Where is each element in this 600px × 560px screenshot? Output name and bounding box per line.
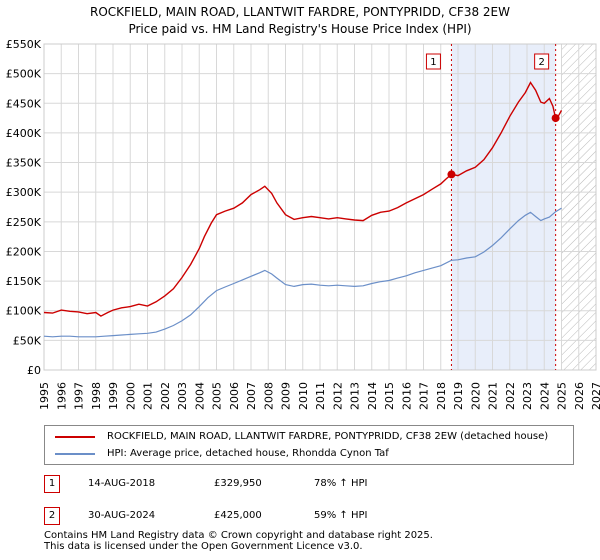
x-tick-label: 2020 [469, 382, 482, 410]
x-tick-label: 2024 [538, 382, 551, 410]
x-tick-label: 2000 [124, 382, 137, 410]
annotation-price: £329,950 [214, 478, 262, 489]
x-tick-label: 1999 [107, 382, 120, 410]
annotation-hpi: 78% ↑ HPI [314, 478, 368, 489]
annotation-hpi: 59% ↑ HPI [314, 510, 368, 521]
x-tick-label: 2006 [228, 382, 241, 410]
x-tick-label: 1998 [90, 382, 103, 410]
x-tick-label: 2022 [504, 382, 517, 410]
hpi-line [43, 207, 562, 338]
x-tick-label: 2011 [314, 382, 327, 410]
x-tick-label: 2019 [452, 382, 465, 410]
marker-2-box [534, 53, 550, 70]
footer-copyright: Contains HM Land Registry data © Crown c… [44, 530, 433, 541]
y-tick-label: £550K [6, 38, 42, 51]
legend-hpi-label: HPI: Average price, detached house, Rhon… [107, 448, 389, 459]
x-tick-label: 2003 [176, 382, 189, 410]
y-tick-label: £250K [6, 216, 42, 229]
y-tick-label: £50K [13, 334, 42, 347]
annotation-date: 30-AUG-2024 [88, 510, 156, 521]
y-tick-label: £200K [6, 245, 42, 258]
y-tick-label: £150K [6, 275, 42, 288]
x-tick-label: 2009 [280, 382, 293, 410]
highlight-band [451, 44, 556, 370]
annotation-badge: 1 [44, 475, 60, 493]
price-chart: £0 £50K £100K £150K £200K £250K £300K £350K £400… [6, 38, 600, 410]
property-price-line [43, 81, 563, 317]
footer: Contains HM Land Registry data © Crown c… [44, 530, 433, 552]
sale-point-1 [447, 170, 456, 179]
x-tick-label: 2027 [590, 382, 600, 410]
x-tick-label: 2010 [297, 382, 310, 410]
x-tick-label: 2007 [245, 382, 258, 410]
chart-title: ROCKFIELD, MAIN ROAD, LLANTWIT FARDRE, P… [90, 5, 510, 19]
x-tick-label: 2004 [193, 382, 206, 410]
x-tick-label: 1995 [38, 382, 51, 410]
marker-1-label: 1 [430, 57, 436, 68]
x-tick-label: 2026 [573, 382, 586, 410]
x-tick-label: 2012 [331, 382, 344, 410]
x-tick-label: 2005 [211, 382, 224, 410]
x-tick-label: 1997 [73, 382, 86, 410]
x-tick-label: 2008 [262, 382, 275, 410]
y-tick-label: £500K [6, 68, 42, 81]
chart-subtitle: Price paid vs. HM Land Registry's House … [128, 22, 472, 36]
legend: ROCKFIELD, MAIN ROAD, LLANTWIT FARDRE, P… [44, 425, 574, 465]
y-tick-label: £450K [6, 97, 42, 110]
annotation-badge: 2 [44, 507, 60, 525]
annotation-price: £425,000 [214, 510, 262, 521]
y-tick-label: £400K [6, 127, 42, 140]
x-tick-label: 2016 [400, 382, 413, 410]
x-tick-label: 2002 [159, 382, 172, 410]
x-tick-label: 2021 [487, 382, 500, 410]
marker-1-box [425, 53, 441, 70]
legend-property-label: ROCKFIELD, MAIN ROAD, LLANTWIT FARDRE, P… [107, 431, 549, 442]
sale-point-2 [551, 114, 560, 123]
x-tick-label: 2025 [556, 382, 569, 410]
x-tick-label: 1996 [55, 382, 68, 410]
x-tick-label: 2023 [521, 382, 534, 410]
x-tick-label: 2014 [366, 382, 379, 410]
x-tick-label: 2013 [349, 382, 362, 410]
plot-border [43, 43, 597, 371]
y-tick-label: £0 [27, 364, 41, 377]
x-tick-label: 2018 [435, 382, 448, 410]
footer-licence: This data is licensed under the Open Gov… [44, 541, 363, 552]
x-tick-label: 2015 [383, 382, 396, 410]
x-tick-label: 2017 [418, 382, 431, 410]
y-tick-label: £100K [6, 305, 42, 318]
y-tick-label: £350K [6, 157, 42, 170]
legend-property-swatch [55, 436, 95, 438]
y-tick-label: £300K [6, 186, 42, 199]
x-tick-label: 2001 [142, 382, 155, 410]
annotation-date: 14-AUG-2018 [88, 478, 156, 489]
marker-2-label: 2 [538, 57, 544, 68]
legend-hpi-swatch [55, 453, 95, 455]
